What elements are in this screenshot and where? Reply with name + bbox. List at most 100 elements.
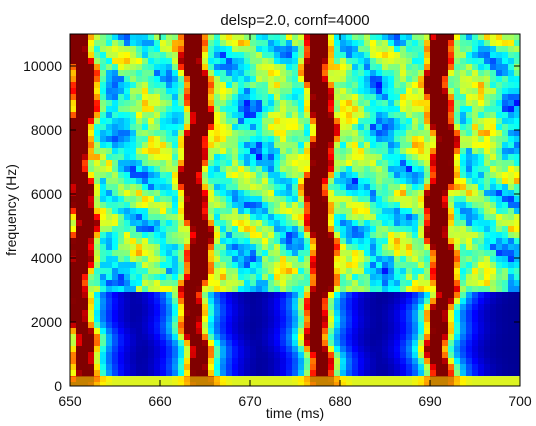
heatmap-cell [136,88,143,95]
heatmap-cell [376,220,383,227]
heatmap-cell [112,292,119,299]
heatmap-cell [502,316,509,323]
heatmap-cell [238,64,245,71]
heatmap-cell [226,268,233,275]
heatmap-cell [418,262,425,269]
heatmap-cell [514,292,520,299]
heatmap-cell [268,322,275,329]
heatmap-cell [340,58,347,65]
heatmap-cell [142,82,149,89]
heatmap-cell [358,226,365,233]
heatmap-cell [406,340,413,347]
heatmap-cell [352,304,359,311]
heatmap-cell [178,268,185,275]
heatmap-cell [364,244,371,251]
heatmap-cell [316,106,323,113]
heatmap-cell [262,310,269,317]
heatmap-cell [364,112,371,119]
heatmap-cell [436,118,443,125]
heatmap-cell [190,52,197,59]
heatmap-cell [112,46,119,53]
heatmap-cell [184,358,191,365]
heatmap-cell [502,178,509,185]
heatmap-cell [448,52,455,59]
heatmap-cell [424,184,431,191]
heatmap-cell [310,232,317,239]
heatmap-cell [82,46,89,53]
heatmap-cell [172,304,179,311]
heatmap-cell [238,88,245,95]
heatmap-cell [442,334,449,341]
heatmap-cell [412,178,419,185]
heatmap-cell [70,106,77,113]
heatmap-cell [382,310,389,317]
heatmap-cell [412,328,419,335]
heatmap-cell [418,280,425,287]
heatmap-cell [160,58,167,65]
heatmap-cell [124,334,131,341]
heatmap-cell [160,202,167,209]
heatmap-cell [304,244,311,251]
heatmap-cell [460,238,467,245]
heatmap-cell [76,106,83,113]
heatmap-cell [280,214,287,221]
heatmap-cell [340,154,347,161]
heatmap-cell [226,256,233,263]
heatmap-cell [334,172,341,179]
heatmap-cell [130,340,137,347]
heatmap-cell [418,286,425,293]
heatmap-cell [286,304,293,311]
heatmap-cell [502,184,509,191]
heatmap-cell [280,208,287,215]
heatmap-cell [316,244,323,251]
heatmap-cell [364,52,371,59]
heatmap-cell [100,310,107,317]
heatmap-cell [358,322,365,329]
heatmap-cell [478,76,485,83]
heatmap-cell [328,364,335,371]
heatmap-cell [364,238,371,245]
heatmap-cell [484,148,491,155]
heatmap-cell [484,232,491,239]
heatmap-cell [250,274,257,281]
heatmap-cell [286,172,293,179]
heatmap-cell [286,358,293,365]
heatmap-cell [142,76,149,83]
heatmap-cell [388,328,395,335]
heatmap-cell [292,226,299,233]
heatmap-cell [304,166,311,173]
heatmap-cell [208,40,215,47]
heatmap-cell [394,154,401,161]
heatmap-cell [436,202,443,209]
heatmap-cell [124,136,131,143]
heatmap-cell [484,70,491,77]
heatmap-cell [484,322,491,329]
heatmap-cell [262,250,269,257]
heatmap-cell [376,340,383,347]
heatmap-cell [478,310,485,317]
heatmap-cell [130,286,137,293]
heatmap-cell [382,196,389,203]
heatmap-cell [370,196,377,203]
heatmap-cell [148,328,155,335]
heatmap-cell [232,364,239,371]
heatmap-cell [88,316,95,323]
heatmap-cell [154,148,161,155]
heatmap-cell [514,202,520,209]
heatmap-cell [70,190,77,197]
heatmap-cell [298,52,305,59]
heatmap-cell [502,280,509,287]
heatmap-cell [256,364,263,371]
heatmap-cell [112,196,119,203]
heatmap-cell [256,244,263,251]
heatmap-cell [490,274,497,281]
heatmap-cell [400,226,407,233]
heatmap-cell [88,178,95,185]
heatmap-cell [262,136,269,143]
heatmap-cell [106,124,113,131]
heatmap-cell [196,334,203,341]
heatmap-cell [286,316,293,323]
heatmap-cell [406,208,413,215]
heatmap-cell [322,124,329,131]
heatmap-cell [88,46,95,53]
